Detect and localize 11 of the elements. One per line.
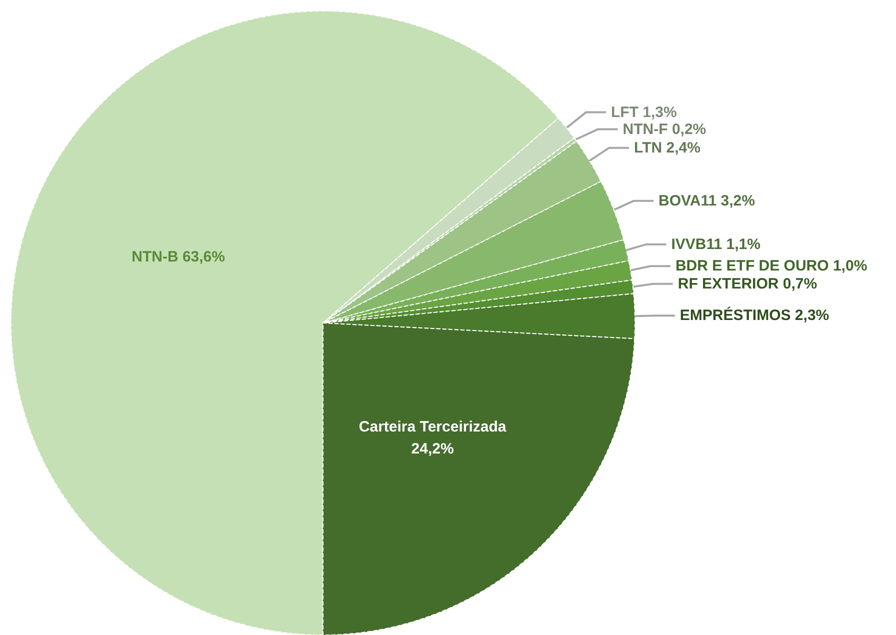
slice-label: EMPRÉSTIMOS 2,3%	[680, 306, 830, 324]
slice-label: NTN-F 0,2%	[622, 120, 706, 138]
data-label: 24,2%	[411, 440, 454, 458]
slice-label: LFT 1,3%	[611, 104, 677, 121]
slice-label: LTN 2,4%	[634, 139, 700, 156]
slice-label: Carteira Terceirizada	[358, 418, 507, 436]
slice-label: IVVB11 1,1%	[671, 236, 760, 253]
slice-label: BDR E ETF DE OURO 1,0%	[675, 258, 868, 275]
slice-label: BOVA11 3,2%	[658, 192, 755, 210]
slice-label: RF EXTERIOR 0,7%	[678, 275, 818, 292]
slice-label: NTN-B 63,6%	[132, 248, 225, 266]
